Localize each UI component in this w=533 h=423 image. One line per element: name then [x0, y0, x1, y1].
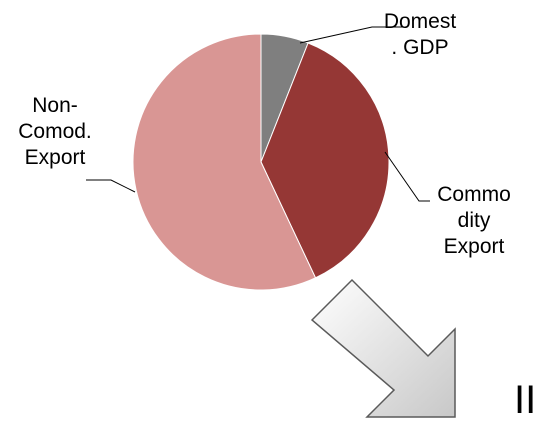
- slice-label-2-line-2: Export: [25, 146, 86, 169]
- slice-label-1-line-2: Export: [444, 235, 505, 258]
- slice-label-1: Commo dity Export: [437, 183, 511, 258]
- slice-label-2-line-0: Non-: [32, 94, 78, 117]
- pie-chart: [132, 33, 390, 291]
- slice-label-1-line-0: Commo: [437, 183, 511, 206]
- slice-label-2: Non- Comod. Export: [18, 94, 92, 169]
- partial-text: II: [514, 378, 533, 422]
- slice-label-2-line-1: Comod.: [18, 120, 92, 143]
- leader-lines: [86, 26, 430, 202]
- slice-label-0: Domest . GDP: [384, 10, 457, 59]
- slice-label-0-line-0: Domest: [384, 10, 457, 33]
- down-right-arrow: [310, 278, 456, 418]
- leader-line-0: [299, 26, 404, 44]
- leader-line-1: [384, 151, 430, 202]
- slice-labels: Domest . GDP Commo dity Export Non- Comod. Expo…: [18, 10, 511, 258]
- slice-label-1-line-1: dity: [458, 209, 491, 232]
- pie-slice-2: [132, 33, 317, 291]
- leader-line-2: [86, 179, 136, 193]
- slice-label-0-line-1: . GDP: [391, 36, 448, 59]
